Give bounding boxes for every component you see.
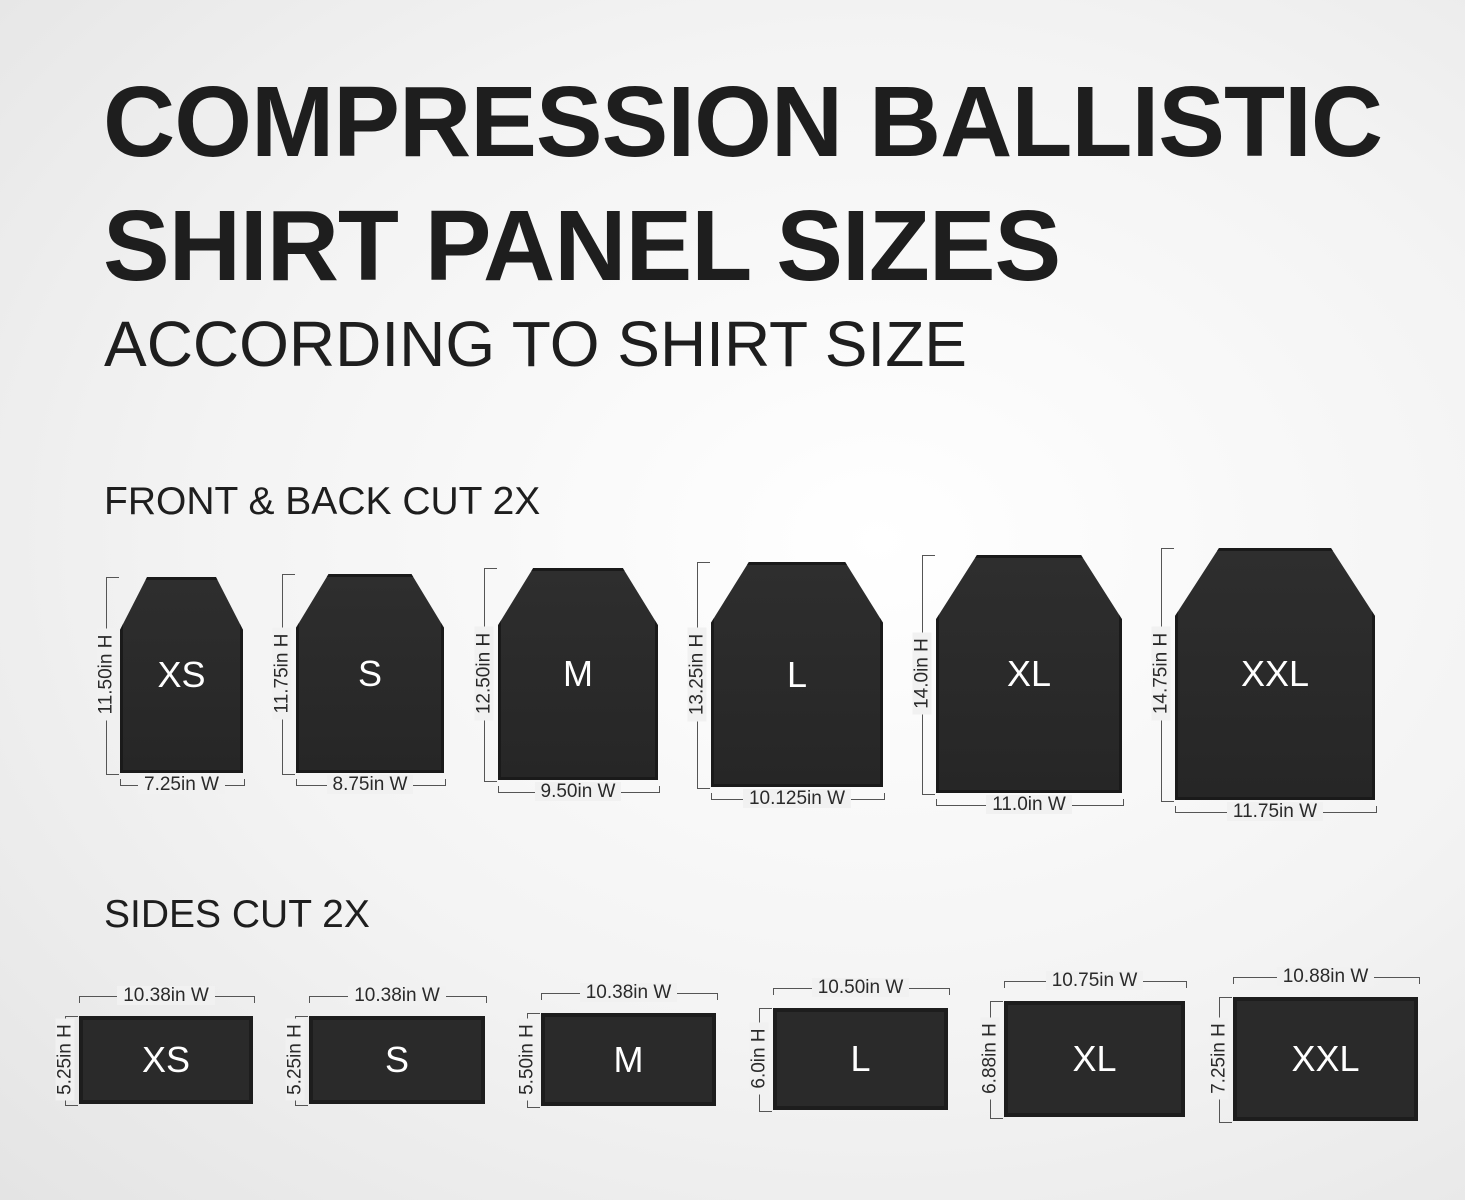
title-line-1: COMPRESSION BALLISTIC [103, 66, 1383, 178]
dimension-text: 11.75in W [1226, 802, 1324, 821]
front-back-heading: FRONT & BACK CUT 2X [104, 480, 541, 523]
width-label: 7.25in W [120, 775, 243, 794]
dimension-text: 5.25in H [285, 1018, 306, 1101]
width-label: 11.0in W [936, 795, 1122, 814]
height-label: 11.50in H [96, 615, 117, 735]
sides-heading: SIDES CUT 2X [104, 893, 370, 936]
title-line-2: SHIRT PANEL SIZES [103, 190, 1061, 302]
dimension-text: 8.75in W [326, 775, 414, 794]
height-label: 6.0in H [749, 999, 770, 1119]
dimension-text: 14.75in H [1151, 626, 1172, 721]
height-label: 14.75in H [1151, 614, 1172, 734]
width-label: 11.75in W [1175, 802, 1375, 821]
dimension-text: 11.75in H [272, 627, 293, 719]
width-label: 10.50in W [773, 978, 948, 997]
dimension-text: 11.0in W [986, 795, 1072, 814]
dimension-text: 7.25in H [1209, 1017, 1230, 1100]
height-label: 7.25in H [1209, 999, 1230, 1119]
side-panel: M [541, 1013, 716, 1106]
dimension-text: 10.38in W [579, 983, 678, 1002]
side-panel: L [773, 1008, 948, 1110]
side-panel: XL [1004, 1001, 1185, 1117]
width-label: 10.75in W [1004, 971, 1185, 990]
dimension-text: 10.125in W [742, 789, 852, 808]
side-panel: XXL [1233, 997, 1418, 1121]
dimension-text: 10.50in W [811, 978, 910, 997]
height-label: 13.25in H [687, 614, 708, 734]
dimension-text: 14.0in H [912, 632, 933, 715]
dimension-text: 10.75in W [1045, 971, 1144, 990]
width-label: 10.38in W [79, 986, 253, 1005]
dimension-text: 13.25in H [687, 627, 708, 721]
front-panel: M [498, 568, 658, 780]
dimension-text: 10.38in W [348, 986, 446, 1005]
height-label: 12.50in H [474, 614, 495, 734]
dimension-text: 6.88in H [980, 1017, 1001, 1100]
front-panel: L [711, 562, 883, 787]
width-label: 10.38in W [541, 983, 716, 1002]
dimension-text: 12.50in H [474, 626, 495, 721]
height-label: 6.88in H [980, 999, 1001, 1119]
height-label: 5.50in H [517, 999, 538, 1119]
front-panel: S [296, 574, 444, 773]
side-panel: XS [79, 1016, 253, 1104]
width-label: 10.88in W [1233, 967, 1418, 986]
front-panel: XXL [1175, 548, 1375, 800]
height-label: 11.75in H [272, 613, 293, 733]
width-label: 10.125in W [711, 789, 883, 808]
width-label: 10.38in W [309, 986, 485, 1005]
subtitle: ACCORDING TO SHIRT SIZE [104, 308, 967, 380]
dimension-text: 10.38in W [117, 986, 215, 1005]
dimension-text: 5.25in H [55, 1018, 76, 1101]
height-label: 5.25in H [55, 1000, 76, 1120]
width-label: 9.50in W [498, 782, 658, 801]
front-panel: XL [936, 555, 1122, 793]
dimension-text: 10.88in W [1276, 967, 1375, 986]
dimension-text: 6.0in H [749, 1022, 770, 1095]
side-panel: S [309, 1016, 485, 1104]
dimension-text: 11.50in H [96, 628, 117, 721]
width-label: 8.75in W [296, 775, 444, 794]
height-label: 5.25in H [285, 1000, 306, 1120]
front-panel: XS [120, 577, 243, 773]
dimension-text: 7.25in W [138, 775, 225, 794]
dimension-text: 9.50in W [534, 782, 622, 801]
dimension-text: 5.50in H [517, 1017, 538, 1101]
height-label: 14.0in H [912, 614, 933, 734]
